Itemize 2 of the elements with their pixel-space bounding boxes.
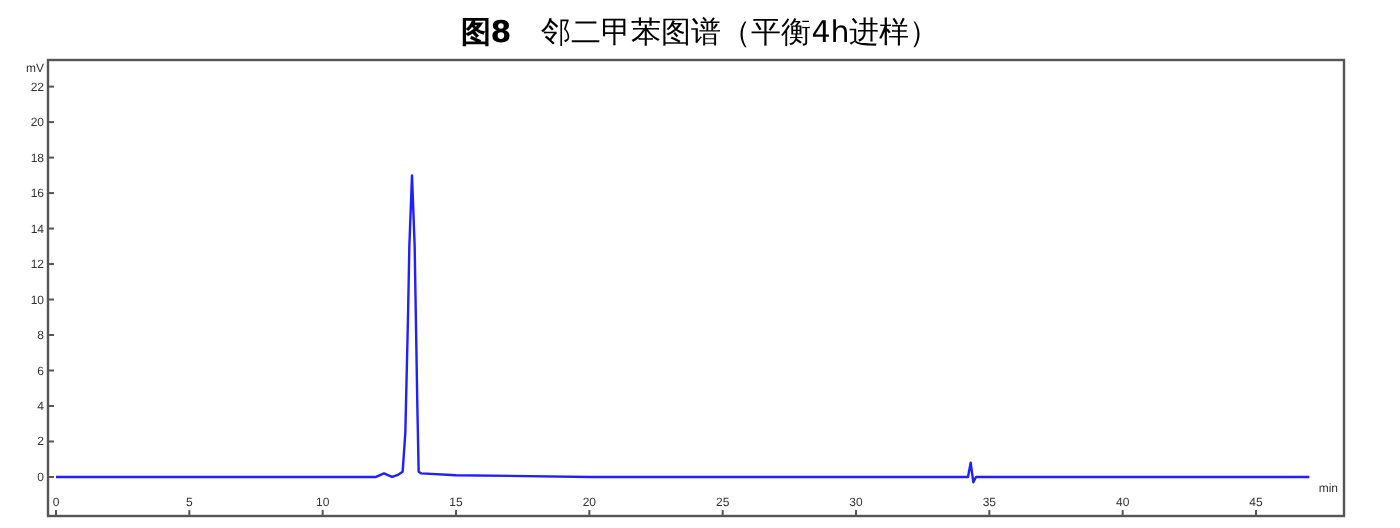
chart-title: 图8 邻二甲苯图谱（平衡4h进样） xyxy=(460,14,940,50)
line-series xyxy=(54,174,1311,484)
